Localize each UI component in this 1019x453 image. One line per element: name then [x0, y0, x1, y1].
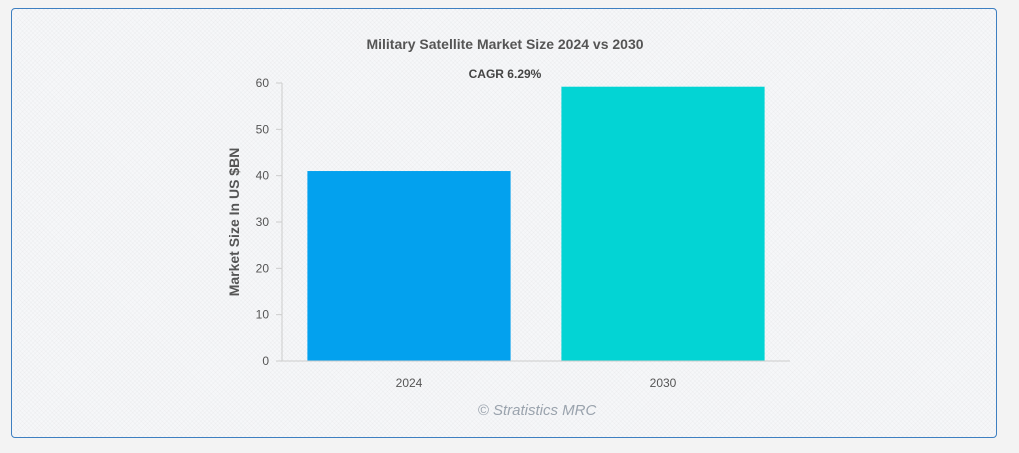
y-axis-label: Market Size In US $BN: [226, 148, 242, 297]
y-tick-label: 0: [262, 354, 269, 368]
x-tick-label: 2030: [650, 376, 677, 390]
x-axis: 2024 2030: [282, 360, 790, 390]
cagr-annotation: CAGR 6.29%: [469, 67, 542, 81]
y-tick-label: 40: [256, 169, 270, 183]
bar-2024[interactable]: [307, 171, 511, 361]
y-tick-label: 60: [256, 76, 270, 90]
bar-2030[interactable]: [561, 86, 765, 361]
y-tick-label: 10: [256, 308, 270, 322]
y-tick-label: 20: [256, 261, 270, 275]
x-tick-label: 2024: [396, 376, 423, 390]
y-axis: 0 10 20 30 40 50 60: [256, 76, 283, 368]
y-tick-label: 50: [256, 122, 270, 136]
copyright-credit: © Stratistics MRC: [478, 402, 597, 419]
bars: [307, 86, 765, 361]
y-tick-label: 30: [256, 215, 270, 229]
chart-title: Military Satellite Market Size 2024 vs 2…: [366, 36, 643, 52]
